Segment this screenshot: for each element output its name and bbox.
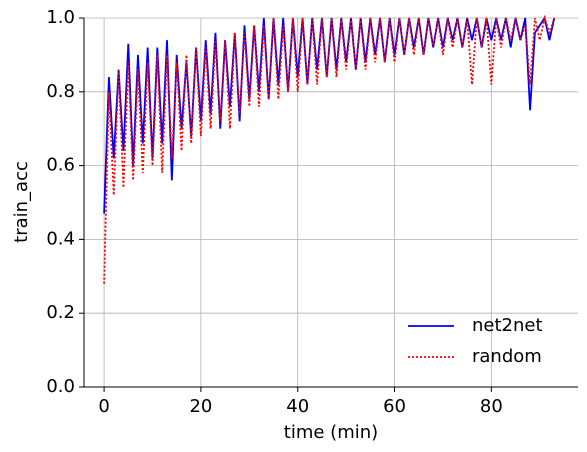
y-tick-label: 1.0 (46, 7, 75, 28)
y-axis-label: train_acc (11, 161, 32, 243)
y-tick-label: 0.4 (46, 228, 75, 249)
x-tick-label: 80 (480, 396, 503, 417)
y-tick-label: 0.8 (46, 81, 75, 102)
y-tick-label: 0.2 (46, 302, 75, 323)
legend-label: random (472, 346, 542, 367)
x-tick-label: 60 (383, 396, 406, 417)
y-tick-label: 0.0 (46, 376, 75, 397)
x-axis-label: time (min) (284, 422, 378, 443)
legend-label: net2net (472, 315, 543, 336)
y-tick-label: 0.6 (46, 155, 75, 176)
series-line (103, 14, 556, 284)
x-tick-label: 20 (189, 396, 212, 417)
x-tick-label: 0 (98, 396, 109, 417)
x-tick-label: 40 (286, 396, 309, 417)
